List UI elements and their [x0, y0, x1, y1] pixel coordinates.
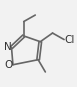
Text: Cl: Cl: [64, 35, 74, 45]
Text: N: N: [4, 42, 11, 52]
Text: O: O: [5, 60, 13, 70]
